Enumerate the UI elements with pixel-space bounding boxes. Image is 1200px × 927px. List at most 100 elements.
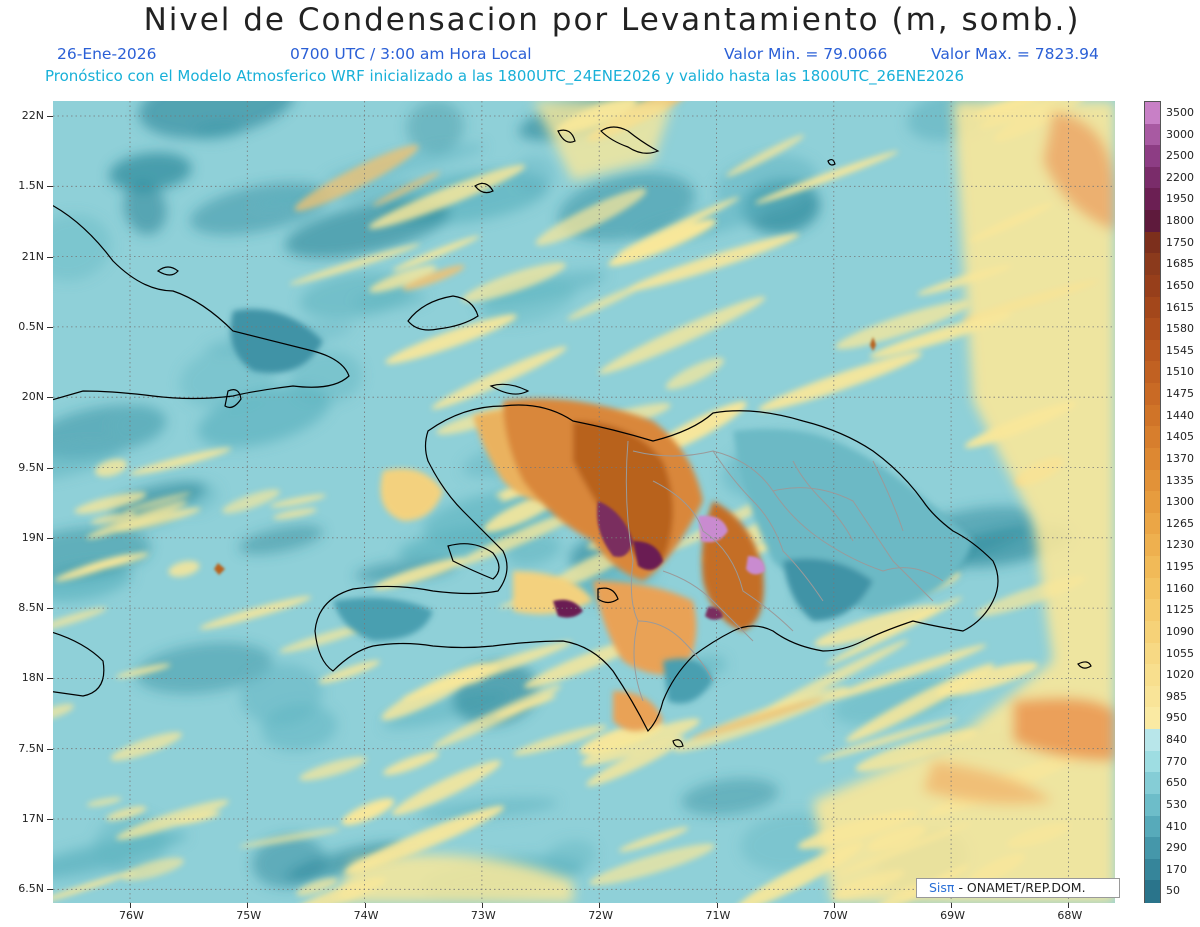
- time-label: 0700 UTC / 3:00 am Hora Local: [290, 45, 532, 63]
- teal-patch: [53, 441, 123, 483]
- teal-patch: [110, 404, 166, 445]
- colorbar: [1144, 101, 1161, 903]
- lat-tick: [47, 889, 53, 891]
- colorbar-segment: [1145, 274, 1160, 298]
- lon-label: 76W: [119, 909, 144, 922]
- lon-tick: [247, 903, 249, 908]
- colorbar-segment: [1145, 469, 1160, 492]
- colorbar-segment: [1145, 707, 1160, 730]
- lat-tick: [47, 326, 53, 328]
- colorbar-segment: [1145, 858, 1160, 881]
- colorbar-segment: [1145, 210, 1160, 233]
- colorbar-label: 1510: [1166, 365, 1194, 379]
- colorbar-label: 770: [1166, 754, 1187, 768]
- colorbar-label: 1650: [1166, 278, 1194, 292]
- colorbar-segment: [1145, 491, 1160, 514]
- teal-patch: [290, 351, 363, 405]
- colorbar-segment: [1145, 253, 1160, 276]
- lat-tick: [47, 608, 53, 610]
- yellow-streak: [115, 663, 171, 678]
- colorbar-segment: [1145, 296, 1160, 319]
- colorbar-label: 1265: [1166, 516, 1194, 530]
- lon-tick: [130, 903, 131, 908]
- forecast-info: Pronóstico con el Modelo Atmosferico WRF…: [45, 67, 965, 85]
- yellow-streak: [129, 447, 232, 475]
- lat-tick: [47, 467, 53, 469]
- lon-label: 68W: [1057, 909, 1083, 922]
- yellow-streak: [586, 736, 685, 787]
- yellow-streak: [690, 697, 824, 740]
- yellow-streak: [817, 717, 958, 761]
- lat-tick: [47, 819, 53, 820]
- yellow-streak: [110, 732, 183, 761]
- teal-patch: [261, 703, 338, 752]
- lon-label: 71W: [705, 909, 731, 922]
- colorbar-label: 1020: [1166, 668, 1194, 682]
- lat-label: 19N: [21, 530, 44, 544]
- forecast-map: [53, 101, 1115, 903]
- yellow-streak: [341, 798, 395, 826]
- colorbar-label: 950: [1166, 711, 1187, 725]
- colorbar-label: 1440: [1166, 408, 1194, 422]
- colorbar-label: 530: [1166, 797, 1187, 811]
- colorbar-segment: [1145, 534, 1160, 557]
- colorbar-segment: [1145, 664, 1160, 687]
- lon-tick: [716, 903, 718, 908]
- yellow-streak: [369, 265, 437, 293]
- yellow-streak: [368, 164, 526, 229]
- hispaniola-low-lcl: [230, 309, 973, 704]
- yellow-streak: [53, 870, 137, 903]
- yellow-streak: [535, 188, 647, 246]
- yellow-streak: [373, 557, 465, 590]
- lat-tick: [47, 397, 53, 399]
- sispi-logo-text: Sisπ: [929, 880, 955, 895]
- colorbar-segment: [1145, 729, 1160, 752]
- colorbar-segment: [1145, 577, 1160, 600]
- lat-tick: [47, 186, 53, 188]
- colorbar-label: 1125: [1166, 603, 1194, 617]
- colorbar-label: 1405: [1166, 430, 1194, 444]
- yellow-streak: [608, 219, 717, 267]
- yellow-streak: [618, 197, 740, 255]
- colorbar-segment: [1145, 772, 1160, 795]
- colorbar-segment: [1145, 642, 1160, 665]
- east-high-field: [333, 101, 1115, 903]
- colorbar-segment: [1145, 599, 1160, 622]
- lat-label: 0.5N: [18, 319, 44, 333]
- map-canvas: [53, 101, 1115, 903]
- lon-label: 72W: [588, 909, 614, 922]
- lon-tick: [364, 903, 366, 908]
- yellow-streak: [90, 512, 136, 524]
- colorbar-segment: [1145, 426, 1160, 449]
- yellow-streak: [82, 552, 149, 572]
- teal-patch: [238, 525, 324, 555]
- yellow-streak: [385, 314, 517, 364]
- onamet-logo: Sisπ - ONAMET/REP.DOM.: [916, 878, 1120, 898]
- teal-patch: [109, 152, 192, 192]
- teal-patch: [123, 181, 167, 235]
- yellow-streak: [272, 508, 317, 520]
- lon-tick: [951, 903, 953, 908]
- lon-label: 69W: [940, 909, 965, 922]
- yellow-streak: [589, 843, 715, 886]
- colorbar-label: 2200: [1166, 170, 1194, 184]
- yellow-streak: [523, 638, 644, 689]
- yellow-streak: [294, 144, 419, 211]
- yellow-streak: [121, 857, 184, 881]
- lat-label: 6.5N: [18, 882, 44, 896]
- yellow-streak: [402, 265, 465, 291]
- colorbar-label: 1475: [1166, 387, 1194, 401]
- colorbar-label: 650: [1166, 776, 1187, 790]
- teal-patch: [681, 778, 779, 816]
- colorbar-label: 1335: [1166, 473, 1194, 487]
- colorbar-segment: [1145, 339, 1160, 363]
- colorbar-segment: [1145, 556, 1160, 579]
- colorbar-segment: [1145, 188, 1160, 211]
- lat-label: 18N: [21, 671, 44, 685]
- yellow-streak: [581, 718, 701, 766]
- colorbar-label: 1685: [1166, 257, 1194, 271]
- yellow-streak: [598, 296, 766, 374]
- colorbar-segment: [1145, 318, 1160, 341]
- colorbar-segment: [1145, 815, 1160, 838]
- colorbar-segment: [1145, 447, 1160, 471]
